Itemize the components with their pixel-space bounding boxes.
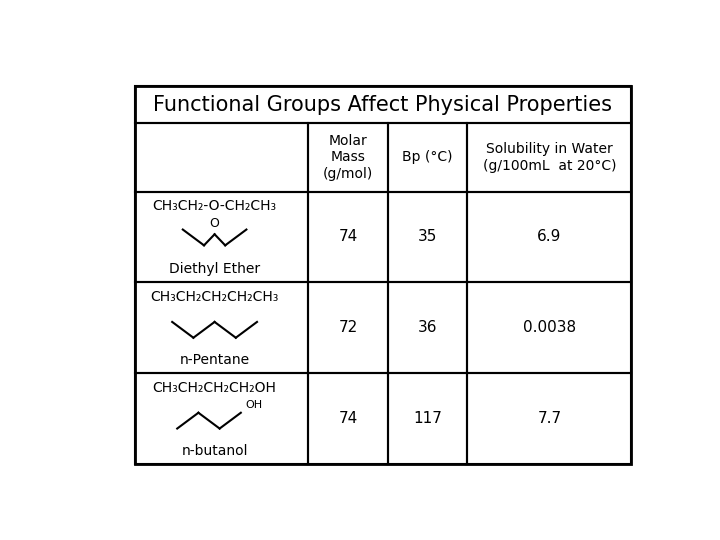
Bar: [388, 373, 467, 464]
Text: Diethyl Ether: Diethyl Ether: [169, 262, 260, 276]
Text: Solubility in Water
(g/100mL  at 20°C): Solubility in Water (g/100mL at 20°C): [482, 143, 616, 173]
Text: 72: 72: [338, 320, 358, 335]
Text: 0.0038: 0.0038: [523, 320, 576, 335]
Bar: [467, 192, 631, 282]
Bar: [135, 124, 308, 192]
Text: Molar
Mass
(g/mol): Molar Mass (g/mol): [323, 134, 373, 181]
Text: CH₃CH₂CH₂CH₂CH₃: CH₃CH₂CH₂CH₂CH₃: [150, 290, 279, 304]
Bar: [388, 282, 467, 373]
Bar: [308, 282, 388, 373]
Text: n-butanol: n-butanol: [181, 444, 248, 458]
Bar: [467, 282, 631, 373]
Bar: [135, 85, 631, 124]
Text: 36: 36: [418, 320, 437, 335]
Bar: [135, 282, 308, 373]
Bar: [388, 192, 467, 282]
Bar: [308, 192, 388, 282]
Text: 74: 74: [338, 230, 358, 245]
Text: 117: 117: [413, 411, 442, 426]
Text: 35: 35: [418, 230, 437, 245]
Bar: [388, 124, 467, 192]
Bar: [308, 124, 388, 192]
Text: 7.7: 7.7: [537, 411, 562, 426]
Bar: [467, 124, 631, 192]
Text: Functional Groups Affect Physical Properties: Functional Groups Affect Physical Proper…: [153, 94, 613, 114]
Bar: [135, 373, 308, 464]
Bar: [135, 192, 308, 282]
Bar: [308, 373, 388, 464]
Text: Bp (°C): Bp (°C): [402, 151, 453, 165]
Text: O: O: [210, 217, 220, 230]
Text: CH₃CH₂CH₂CH₂OH: CH₃CH₂CH₂CH₂OH: [153, 381, 276, 395]
Bar: [467, 373, 631, 464]
Bar: [135, 85, 631, 464]
Text: CH₃CH₂-O-CH₂CH₃: CH₃CH₂-O-CH₂CH₃: [153, 199, 276, 213]
Text: OH: OH: [245, 400, 262, 410]
Text: 6.9: 6.9: [537, 230, 562, 245]
Text: 74: 74: [338, 411, 358, 426]
Text: n-Pentane: n-Pentane: [179, 353, 250, 367]
